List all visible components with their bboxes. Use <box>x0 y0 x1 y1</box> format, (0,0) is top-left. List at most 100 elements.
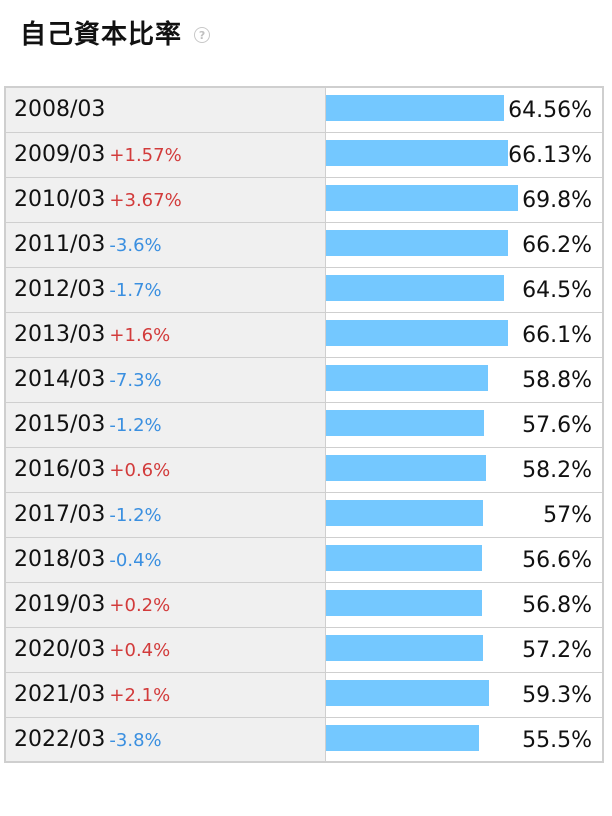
ratio-bar <box>325 95 504 121</box>
period-label: 2014/03 <box>14 367 106 392</box>
table-row: 2021/03 +2.1% 59.3% <box>4 671 604 718</box>
period-cell: 2017/03 -1.2% <box>4 491 326 538</box>
value-cell: 69.8% <box>324 176 604 223</box>
table-row: 2014/03 -7.3% 58.8% <box>4 356 604 403</box>
ratio-bar <box>325 139 509 166</box>
ratio-bar <box>325 274 504 301</box>
change-label: +0.2% <box>109 595 171 616</box>
ratio-bar <box>325 589 483 616</box>
period-label: 2011/03 <box>14 232 106 257</box>
ratio-value: 56.6% <box>522 547 592 573</box>
period-label: 2020/03 <box>14 637 106 662</box>
period-label: 2010/03 <box>14 187 106 212</box>
ratio-value: 55.5% <box>522 727 592 753</box>
period-label: 2009/03 <box>14 142 106 167</box>
value-cell: 56.6% <box>324 536 604 583</box>
ratio-value: 58.2% <box>522 457 592 483</box>
period-label: 2019/03 <box>14 592 106 617</box>
ratio-bar <box>325 544 482 571</box>
ratio-bar <box>325 499 483 526</box>
change-label: -0.4% <box>109 550 162 571</box>
period-cell: 2015/03 -1.2% <box>4 401 326 448</box>
change-label: +0.4% <box>109 640 171 661</box>
ratio-bar <box>325 724 479 751</box>
period-cell: 2019/03 +0.2% <box>4 581 326 628</box>
change-label: -1.2% <box>109 415 162 436</box>
period-cell: 2020/03 +0.4% <box>4 626 326 673</box>
ratio-value: 57.6% <box>522 412 592 438</box>
change-label: -1.2% <box>109 505 162 526</box>
value-cell: 57.2% <box>324 626 604 673</box>
change-label: +0.6% <box>109 460 171 481</box>
value-cell: 56.8% <box>324 581 604 628</box>
period-cell: 2013/03 +1.6% <box>4 311 326 358</box>
change-label: +1.6% <box>109 325 171 346</box>
period-cell: 2021/03 +2.1% <box>4 671 326 718</box>
table-row: 2015/03 -1.2% 57.6% <box>4 401 604 448</box>
value-cell: 66.1% <box>324 311 604 358</box>
ratio-bar <box>325 184 519 211</box>
value-cell: 58.8% <box>324 356 604 403</box>
ratio-value: 66.2% <box>522 232 592 258</box>
ratio-value: 66.13% <box>508 142 592 168</box>
period-label: 2012/03 <box>14 277 106 302</box>
table-row: 2013/03 +1.6% 66.1% <box>4 311 604 358</box>
ratio-value: 64.5% <box>522 277 592 303</box>
table-row: 2010/03 +3.67% 69.8% <box>4 176 604 223</box>
value-cell: 59.3% <box>324 671 604 718</box>
value-cell: 55.5% <box>324 716 604 763</box>
ratio-value: 57.2% <box>522 637 592 663</box>
ratio-bar <box>325 409 485 436</box>
value-cell: 66.13% <box>324 131 604 178</box>
change-label: -7.3% <box>109 370 162 391</box>
value-cell: 57% <box>324 491 604 538</box>
header: 自己資本比率 ? <box>20 10 211 54</box>
change-label: +1.57% <box>109 145 182 166</box>
table-row: 2012/03 -1.7% 64.5% <box>4 266 604 313</box>
table-row: 2016/03 +0.6% 58.2% <box>4 446 604 493</box>
table-row: 2011/03 -3.6% 66.2% <box>4 221 604 268</box>
ratio-value: 58.8% <box>522 367 592 393</box>
period-cell: 2016/03 +0.6% <box>4 446 326 493</box>
change-label: +3.67% <box>109 190 182 211</box>
change-label: -1.7% <box>109 280 162 301</box>
ratio-bar <box>325 634 484 661</box>
change-label: +2.1% <box>109 685 171 706</box>
period-label: 2013/03 <box>14 322 106 347</box>
help-icon[interactable]: ? <box>194 27 211 43</box>
ratio-bar <box>325 679 490 706</box>
ratio-value: 57% <box>543 502 592 528</box>
period-label: 2017/03 <box>14 502 106 527</box>
ratio-value: 69.8% <box>522 187 592 213</box>
period-cell: 2011/03 -3.6% <box>4 221 326 268</box>
table-row: 2017/03 -1.2% 57% <box>4 491 604 538</box>
period-cell: 2012/03 -1.7% <box>4 266 326 313</box>
ratio-bar <box>325 229 509 256</box>
page-title: 自己資本比率 <box>20 19 183 50</box>
ratio-bar <box>325 364 488 391</box>
period-label: 2021/03 <box>14 682 106 707</box>
ratio-bar <box>325 319 508 346</box>
period-label: 2015/03 <box>14 412 106 437</box>
change-label: -3.8% <box>109 729 162 751</box>
ratio-value: 66.1% <box>522 322 592 348</box>
period-label: 2022/03 <box>14 726 106 752</box>
period-cell: 2014/03 -7.3% <box>4 356 326 403</box>
ratio-value: 64.56% <box>508 98 592 123</box>
period-cell: 2009/03 +1.57% <box>4 131 326 178</box>
table-row: 2018/03 -0.4% 56.6% <box>4 536 604 583</box>
table-row: 2019/03 +0.2% 56.8% <box>4 581 604 628</box>
period-label: 2008/03 <box>14 97 106 123</box>
table-row: 2009/03 +1.57% 66.13% <box>4 131 604 178</box>
period-cell: 2010/03 +3.67% <box>4 176 326 223</box>
value-cell: 58.2% <box>324 446 604 493</box>
value-cell: 64.56% <box>324 86 604 133</box>
period-cell: 2018/03 -0.4% <box>4 536 326 583</box>
value-cell: 64.5% <box>324 266 604 313</box>
period-label: 2018/03 <box>14 547 106 572</box>
period-label: 2016/03 <box>14 457 106 482</box>
ratio-bar <box>325 454 487 481</box>
ratio-value: 56.8% <box>522 592 592 618</box>
ratio-value: 59.3% <box>522 682 592 708</box>
period-cell: 2008/03 <box>4 86 326 133</box>
